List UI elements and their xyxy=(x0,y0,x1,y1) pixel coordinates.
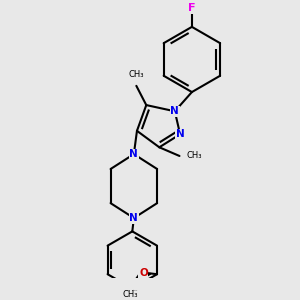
Text: F: F xyxy=(188,3,196,13)
Text: N: N xyxy=(130,149,138,159)
Text: N: N xyxy=(130,213,138,223)
Text: CH₃: CH₃ xyxy=(186,152,202,160)
Text: N: N xyxy=(176,129,184,139)
Text: O: O xyxy=(139,268,148,278)
Text: N: N xyxy=(170,106,179,116)
Text: methoxy: methoxy xyxy=(132,290,139,291)
Text: CH₃: CH₃ xyxy=(129,70,144,79)
Text: CH₃: CH₃ xyxy=(123,290,138,299)
